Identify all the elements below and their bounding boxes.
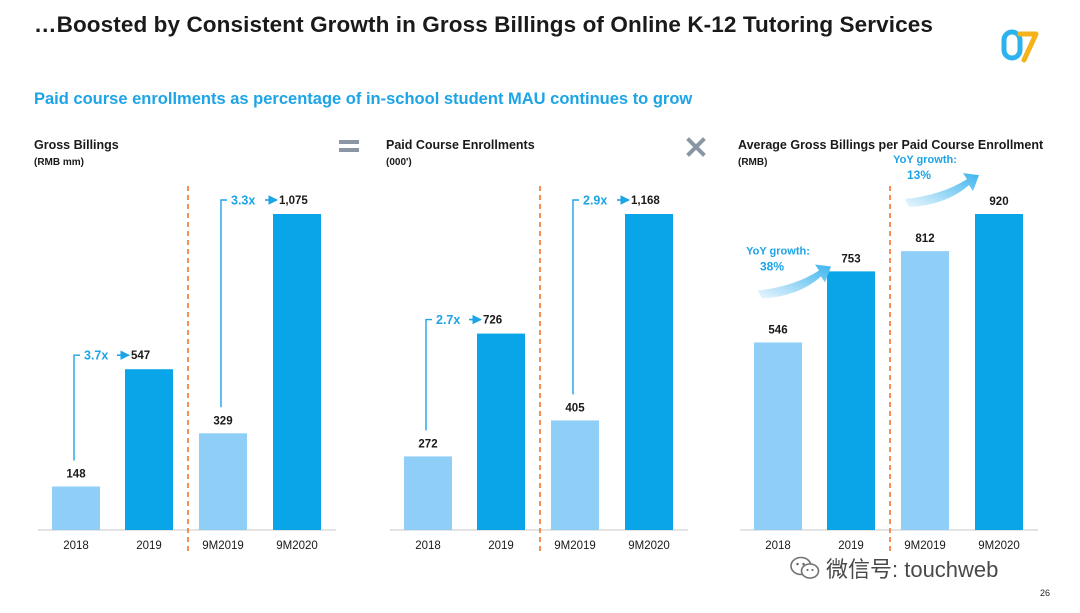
bar-2018 [754,342,802,530]
data-label-2019: 726 [483,315,502,327]
growth-multiple-label: 2.9x [583,194,607,208]
bar-2019 [125,369,173,530]
growth-bracket-line [425,318,432,431]
bar-9M2019 [901,251,949,530]
data-label-2019: 547 [131,350,150,362]
growth-bracket-line [572,199,579,395]
panel-unit-avg-gross-billings: (RMB) [738,157,768,168]
bar-2018 [404,456,452,530]
category-label-9M2019: 9M2019 [904,540,946,552]
data-label-9M2019: 812 [915,233,934,245]
yoy-growth-label: YoY growth: [746,245,810,257]
page-number: 26 [1040,588,1051,598]
watermark: 微信号: touchweb [790,552,998,584]
gross-billings-chart: 148 2018 2019 329 9M2019 9M2020 3.7x 547 3.3x 1,0… [38,186,336,552]
category-label-9M2019: 9M2019 [202,540,244,552]
company-logo-icon [1001,29,1039,63]
bar-2018 [52,486,100,530]
panel-title-paid-course-enrollments: Paid Course Enrollments [386,138,535,152]
data-label-9M2020: 920 [989,196,1008,208]
data-label-2018: 272 [418,438,437,450]
watermark-text: 微信号: touchweb [826,557,999,582]
bar-9M2020 [625,214,673,530]
growth-multiple-label: 3.3x [231,194,255,208]
category-label-2018: 2018 [415,540,441,552]
category-label-2019: 2019 [488,540,514,552]
panel-title-avg-gross-billings: Average Gross Billings per Paid Course E… [738,138,1044,152]
data-label-2019: 753 [841,253,860,265]
yoy-growth-value: 13% [907,168,931,182]
category-label-9M2020: 9M2020 [276,540,318,552]
growth-bracket-line [220,199,227,408]
yoy-growth-label: YoY growth: [893,154,957,166]
growth-multiple-label: 3.7x [84,349,108,363]
category-label-9M2020: 9M2020 [628,540,670,552]
data-label-9M2020: 1,168 [631,195,660,207]
data-label-9M2020: 1,075 [279,195,308,207]
yoy-growth-arrow [758,264,831,299]
equals-operator-icon [339,140,359,152]
bar-9M2019 [551,420,599,530]
panel-title-gross-billings: Gross Billings [34,138,119,152]
category-label-2019: 2019 [136,540,162,552]
data-label-2018: 546 [768,324,787,336]
yoy-growth-arrow [905,173,979,208]
multiply-operator-icon [686,137,706,157]
bar-9M2020 [975,214,1023,530]
growth-bracket-line [73,354,80,461]
category-label-2019: 2019 [838,540,864,552]
slide-subtitle: Paid course enrollments as percentage of… [34,90,693,108]
growth-multiple-label: 2.7x [436,313,460,327]
panel-unit-paid-course-enrollments: (000') [386,157,412,168]
bar-9M2020 [273,214,321,530]
paid-course-enrollments-chart: 272 2018 2019 405 9M2019 9M2020 2.7x 726 2.9x 1,1… [390,186,688,552]
category-label-2018: 2018 [765,540,791,552]
data-label-2018: 148 [66,468,86,480]
category-label-2018: 2018 [63,540,89,552]
wechat-icon [790,556,820,579]
bar-9M2019 [199,433,247,530]
data-label-9M2019: 329 [213,415,232,427]
category-label-9M2019: 9M2019 [554,540,596,552]
yoy-growth-value: 38% [760,259,784,273]
panel-unit-gross-billings: (RMB mm) [34,157,84,168]
avg-gross-billings-chart: 546 2018 753 2019 812 9M2019 920 9M2020 YoY grow… [740,154,1038,552]
category-label-9M2020: 9M2020 [978,540,1020,552]
data-label-9M2019: 405 [565,402,585,414]
slide-title: …Boosted by Consistent Growth in Gross B… [34,12,933,37]
bar-2019 [827,271,875,530]
bar-2019 [477,333,525,530]
